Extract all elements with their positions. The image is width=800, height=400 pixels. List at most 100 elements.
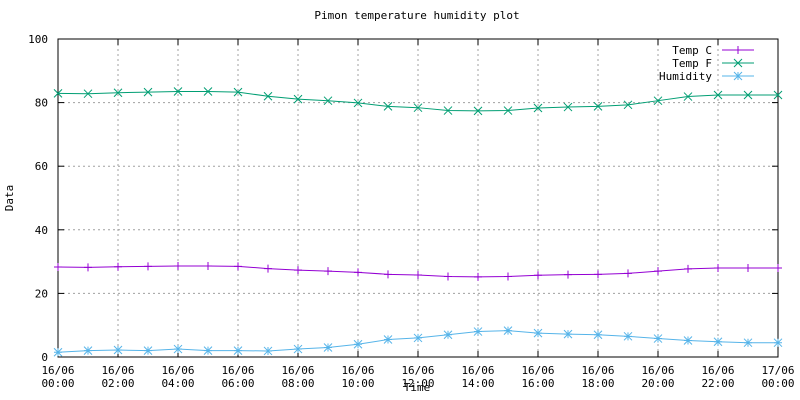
marker xyxy=(323,96,333,106)
marker xyxy=(143,346,153,355)
marker xyxy=(503,106,513,115)
marker xyxy=(263,91,273,101)
y-axis-label: Data xyxy=(3,185,16,212)
x-tick-label: 16/06 20:00 xyxy=(641,364,674,390)
marker xyxy=(774,263,782,272)
x-tick-label: 16/06 02:00 xyxy=(101,364,134,390)
marker xyxy=(624,269,632,278)
marker xyxy=(653,334,663,343)
x-tick-label: 16/06 04:00 xyxy=(161,364,194,390)
marker xyxy=(594,270,602,279)
x-tick-label: 16/06 12:00 xyxy=(401,364,434,390)
marker xyxy=(733,58,743,68)
x-axis-label: Time xyxy=(404,381,431,394)
marker xyxy=(173,344,183,354)
marker xyxy=(383,102,393,111)
marker xyxy=(713,90,723,100)
marker xyxy=(713,337,723,347)
marker xyxy=(293,94,303,104)
y-tick-label: 80 xyxy=(35,97,48,110)
marker xyxy=(593,330,603,340)
marker xyxy=(353,339,363,349)
y-tick-label: 20 xyxy=(35,287,48,300)
marker xyxy=(293,344,303,354)
marker xyxy=(773,338,783,348)
marker xyxy=(204,262,212,271)
x-tick-label: 16/06 14:00 xyxy=(461,364,494,390)
x-tick-label: 16/06 06:00 xyxy=(221,364,254,390)
marker xyxy=(144,262,152,271)
y-tick-label: 0 xyxy=(41,351,48,364)
marker xyxy=(114,262,122,271)
marker xyxy=(683,336,693,345)
y-tick-label: 60 xyxy=(35,160,48,173)
marker xyxy=(534,271,542,280)
marker xyxy=(413,103,423,113)
marker xyxy=(733,71,743,81)
y-tick-label: 100 xyxy=(28,33,48,46)
marker xyxy=(653,96,663,106)
marker xyxy=(53,347,63,357)
legend-label: Temp F xyxy=(672,57,712,70)
marker xyxy=(324,267,332,276)
marker xyxy=(533,103,543,113)
marker xyxy=(174,262,182,271)
marker xyxy=(473,106,483,116)
marker xyxy=(173,87,183,96)
x-tick-label: 16/06 18:00 xyxy=(581,364,614,390)
marker xyxy=(504,272,512,281)
y-tick-label: 40 xyxy=(35,224,48,237)
marker xyxy=(113,345,123,355)
marker xyxy=(654,267,662,276)
marker xyxy=(413,333,423,343)
marker xyxy=(503,326,513,335)
marker xyxy=(563,329,573,339)
marker xyxy=(684,264,692,273)
marker xyxy=(143,87,153,97)
marker xyxy=(444,272,452,281)
marker xyxy=(743,338,753,348)
marker xyxy=(83,346,93,355)
x-tick-label: 16/06 10:00 xyxy=(341,364,374,390)
marker xyxy=(203,87,213,96)
marker xyxy=(233,87,243,97)
marker xyxy=(54,263,62,272)
chart-title: Pimon temperature humidity plot xyxy=(314,9,519,22)
marker xyxy=(623,331,633,341)
marker xyxy=(383,335,393,344)
legend-label: Temp C xyxy=(672,44,712,57)
x-tick-label: 16/06 16:00 xyxy=(521,364,554,390)
marker xyxy=(233,346,243,355)
marker xyxy=(443,106,453,115)
marker xyxy=(323,343,333,352)
marker xyxy=(473,327,483,336)
marker xyxy=(83,89,93,99)
marker xyxy=(384,270,392,279)
marker xyxy=(234,262,242,271)
marker xyxy=(414,270,422,279)
x-tick-label: 16/06 00:00 xyxy=(41,364,74,390)
marker xyxy=(623,100,633,110)
marker xyxy=(443,330,453,340)
plot-frame xyxy=(57,38,779,358)
marker xyxy=(563,102,573,112)
marker xyxy=(53,89,63,98)
x-tick-label: 16/06 22:00 xyxy=(701,364,734,390)
marker xyxy=(773,90,783,100)
marker xyxy=(294,266,302,275)
x-tick-label: 17/06 00:00 xyxy=(761,364,794,390)
marker xyxy=(714,263,722,272)
marker xyxy=(354,268,362,277)
marker xyxy=(263,346,273,356)
marker xyxy=(113,88,123,98)
legend-label: Humidity xyxy=(659,70,712,83)
marker xyxy=(734,46,742,54)
marker xyxy=(683,92,693,101)
marker xyxy=(744,263,752,272)
marker xyxy=(564,270,572,279)
marker xyxy=(474,272,482,281)
marker xyxy=(84,263,92,272)
marker xyxy=(353,98,363,108)
marker xyxy=(743,90,753,100)
